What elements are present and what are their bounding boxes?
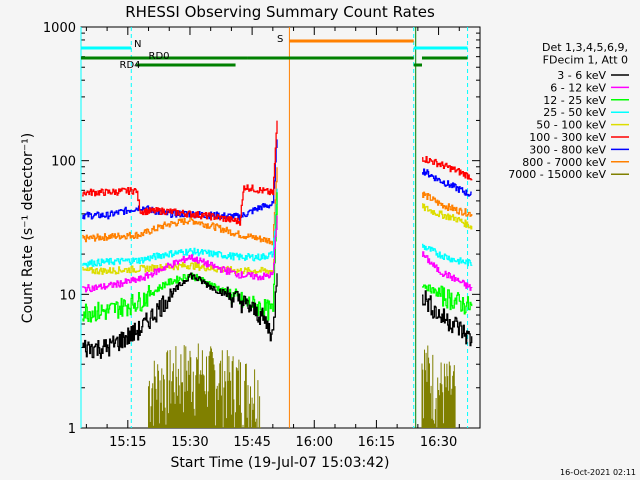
legend-label: 25 - 50 keV [543, 106, 606, 119]
flag-label-n: N [134, 39, 141, 50]
y-axis-label: Count Rate (s⁻¹ detector⁻¹) [20, 133, 36, 323]
legend-label: 800 - 7000 keV [522, 156, 606, 169]
series-line-1 [422, 251, 473, 291]
series-line-4 [422, 203, 473, 230]
chart-title: RHESSI Observing Summary Count Rates [125, 3, 435, 21]
x-tick-label: 15:15 [109, 435, 146, 450]
series-line-3 [422, 243, 473, 267]
x-tick-label: 16:30 [420, 435, 457, 450]
legend-label: 12 - 25 keV [543, 94, 606, 107]
legend-header: Det 1,3,4,5,6,9, [542, 41, 628, 54]
flag-label-s: S [277, 34, 283, 45]
series-line-8 [421, 345, 456, 428]
series-line-2 [82, 192, 278, 323]
series-line-7 [422, 191, 473, 217]
legend-header: FDecim 1, Att 0 [543, 54, 628, 67]
legend-label: 100 - 300 keV [529, 131, 606, 144]
series-line-5 [422, 156, 473, 181]
x-tick-label: 15:45 [233, 435, 270, 450]
y-tick-label: 100 [51, 155, 76, 170]
flag-label-rd4: RD4 [120, 60, 141, 71]
series-line-6 [422, 168, 472, 197]
series-line-0 [82, 272, 278, 359]
legend-label: 6 - 12 keV [550, 81, 606, 94]
timestamp-label: 16-Oct-2021 02:11 [560, 468, 636, 477]
series-line-3 [82, 188, 278, 268]
y-tick-label: 1 [68, 422, 76, 437]
plot-area: 1 10 100 1000 15:15 15:30 15:45 16:00 16:15 16:30… [43, 21, 481, 450]
legend-label: 7000 - 15000 keV [508, 168, 606, 181]
x-tick-label: 16:15 [358, 435, 395, 450]
x-axis-label: Start Time (19-Jul-07 15:03:42) [170, 455, 389, 471]
series-line-5 [82, 120, 278, 226]
x-tick-label: 16:00 [296, 435, 333, 450]
legend-label: 50 - 100 keV [536, 119, 606, 132]
legend-label: 3 - 6 keV [557, 69, 606, 82]
legend: Det 1,3,4,5,6,9,FDecim 1, Att 0 3 - 6 keV… [508, 41, 629, 181]
y-tick-label: 10 [59, 288, 76, 303]
series-line-0 [422, 290, 473, 347]
series-line-8 [148, 343, 261, 428]
series-line-1 [82, 215, 278, 293]
series-line-7 [82, 167, 278, 246]
series-line-2 [422, 284, 473, 315]
legend-label: 300 - 800 keV [529, 143, 606, 156]
y-tick-label: 1000 [43, 21, 76, 36]
series-line-4 [82, 206, 278, 275]
flag-label-rd0: RD0 [149, 51, 170, 62]
x-tick-label: 15:30 [171, 435, 208, 450]
